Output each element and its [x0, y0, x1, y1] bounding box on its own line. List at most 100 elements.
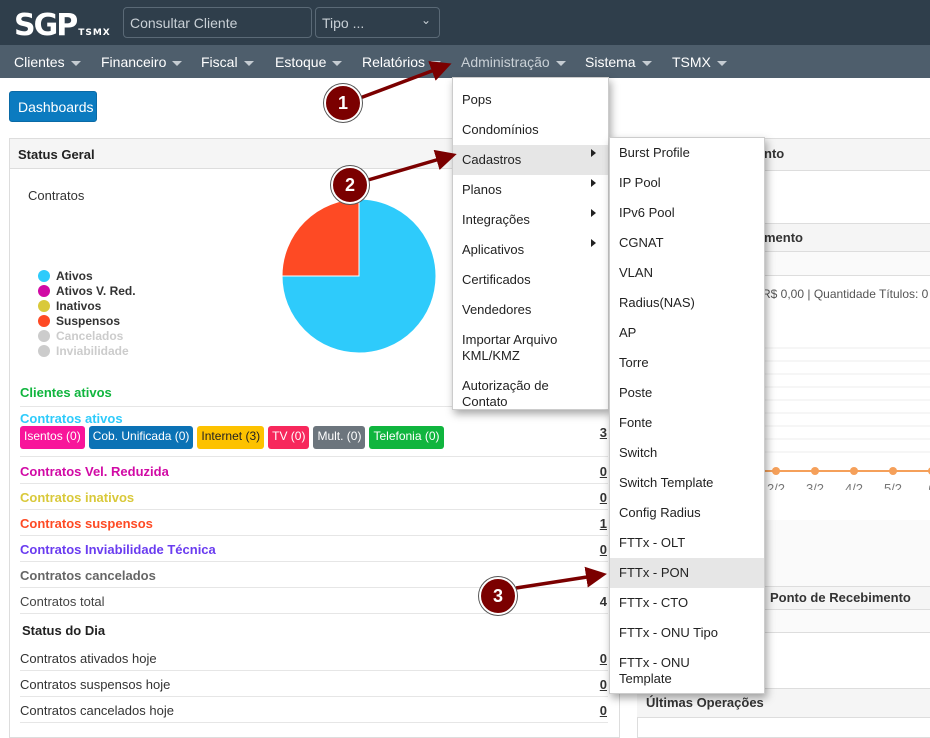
service-badge[interactable]: Isentos (0) — [20, 426, 85, 449]
service-badge[interactable]: Telefonia (0) — [369, 426, 444, 449]
nav-label: Clientes — [14, 54, 65, 70]
chevron-down-icon: ⌄ — [420, 13, 431, 27]
caret-down-icon — [172, 60, 183, 66]
submenu-item-vlan[interactable]: VLAN — [610, 258, 764, 288]
nav-administração[interactable]: Administração — [461, 54, 566, 70]
pie-slice-suspensos[interactable] — [281, 198, 360, 277]
submenu-item-config-radius[interactable]: Config Radius — [610, 498, 764, 528]
nav-sistema[interactable]: Sistema — [585, 54, 652, 70]
menu-item-importar-arquivo-kml-kmz[interactable]: Importar Arquivo KML/KMZ — [453, 325, 608, 371]
submenu-item-poste[interactable]: Poste — [610, 378, 764, 408]
legend-label: Ativos — [56, 269, 93, 283]
menu-item-certificados[interactable]: Certificados — [453, 265, 608, 295]
submenu-item-fttx-pon[interactable]: FTTx - PON — [610, 558, 764, 588]
menu-label: FTTx - OLT — [619, 535, 686, 550]
submenu-item-fttx-olt[interactable]: FTTx - OLT — [610, 528, 764, 558]
pie-slice-ativos[interactable] — [281, 198, 437, 354]
submenu-item-switch-template[interactable]: Switch Template — [610, 468, 764, 498]
row-label[interactable]: Contratos total — [20, 594, 105, 609]
legend-item: Ativos — [38, 269, 93, 283]
submenu-item-switch[interactable]: Switch — [610, 438, 764, 468]
menu-label: Integrações — [462, 212, 530, 227]
row-value[interactable]: 0 — [599, 703, 607, 718]
legend-label: Inviabilidade — [56, 344, 129, 358]
row-value[interactable]: 0 — [599, 677, 607, 692]
menu-label: Switch Template — [619, 475, 714, 490]
nav-estoque[interactable]: Estoque — [275, 54, 343, 70]
submenu-item-radius-nas-[interactable]: Radius(NAS) — [610, 288, 764, 318]
badge-group: Isentos (0) Cob. Unificada (0) Internet (3… — [20, 426, 448, 449]
row-value[interactable]: 4 — [599, 594, 607, 609]
menu-item-cadastros[interactable]: Cadastros — [453, 145, 608, 175]
menu-label: Config Radius — [619, 505, 701, 520]
menu-label: FTTx - CTO — [619, 595, 689, 610]
menu-item-vendedores[interactable]: Vendedores — [453, 295, 608, 325]
search-input[interactable]: Consultar Cliente — [123, 7, 312, 38]
submenu-item-fttx-onu-tipo[interactable]: FTTx - ONU Tipo — [610, 618, 764, 648]
dashboards-button[interactable]: Dashboards — [9, 91, 97, 122]
menu-label: Radius(NAS) — [619, 295, 695, 310]
submenu-item-burst-profile[interactable]: Burst Profile — [610, 138, 764, 168]
row-value[interactable]: 0 — [599, 464, 607, 479]
menu-item-condom-nios[interactable]: Condomínios — [453, 115, 608, 145]
nav-relatórios[interactable]: Relatórios — [362, 54, 442, 70]
legend-label: Ativos V. Red. — [56, 284, 136, 298]
x-tick-label: 5/2 — [884, 481, 902, 490]
callout-2: 2 — [331, 166, 369, 204]
nav-tsmx[interactable]: TSMX — [672, 54, 727, 70]
row-label[interactable]: Contratos cancelados — [20, 568, 156, 583]
data-point[interactable] — [850, 467, 858, 475]
nav-financeiro[interactable]: Financeiro — [101, 54, 183, 70]
submenu-item-torre[interactable]: Torre — [610, 348, 764, 378]
nav-label: TSMX — [672, 54, 711, 70]
row-label[interactable]: Contratos ativos — [20, 411, 123, 426]
menu-label: IPv6 Pool — [619, 205, 675, 220]
submenu-item-fonte[interactable]: Fonte — [610, 408, 764, 438]
submenu-item-fttx-onu-template[interactable]: FTTx - ONU Template — [610, 648, 764, 694]
row-value[interactable]: 0 — [599, 490, 607, 505]
menu-label: Switch — [619, 445, 658, 460]
submenu-item-ip-pool[interactable]: IP Pool — [610, 168, 764, 198]
menu-label: Importar Arquivo KML/KMZ — [462, 332, 558, 363]
submenu-item-ipv6-pool[interactable]: IPv6 Pool — [610, 198, 764, 228]
type-select[interactable]: Tipo ... ⌄ — [315, 7, 440, 38]
row-label[interactable]: Contratos suspensos — [20, 516, 153, 531]
data-point[interactable] — [889, 467, 897, 475]
menu-item-integra-es[interactable]: Integrações — [453, 205, 608, 235]
nav-label: Sistema — [585, 54, 636, 70]
row-label[interactable]: Clientes ativos — [20, 385, 112, 400]
menu-label: Planos — [462, 182, 502, 197]
row-value[interactable]: 1 — [599, 516, 607, 531]
row-label[interactable]: Contratos Inviabilidade Técnica — [20, 542, 216, 557]
nav-clientes[interactable]: Clientes — [14, 54, 81, 70]
menu-item-planos[interactable]: Planos — [453, 175, 608, 205]
x-tick-label: 3/2 — [806, 481, 824, 490]
data-point[interactable] — [811, 467, 819, 475]
day-row: Contratos suspensos hoje 0 — [20, 671, 608, 697]
menu-label: FTTx - PON — [619, 565, 690, 580]
cadastros-submenu: Burst Profile IP Pool IPv6 Pool CGNAT VLAN Ra… — [609, 137, 765, 694]
ops-header — [637, 688, 930, 718]
service-badge[interactable]: Internet (3) — [197, 426, 265, 449]
menu-item-autoriza-o-de-contato[interactable]: Autorização de Contato — [453, 371, 608, 417]
nav-fiscal[interactable]: Fiscal — [201, 54, 254, 70]
menu-label: CGNAT — [619, 235, 664, 250]
row-value[interactable]: 3 — [599, 425, 607, 440]
submenu-item-cgnat[interactable]: CGNAT — [610, 228, 764, 258]
row-value[interactable]: 0 — [599, 542, 607, 557]
submenu-item-fttx-cto[interactable]: FTTx - CTO — [610, 588, 764, 618]
service-badge[interactable]: TV (0) — [268, 426, 310, 449]
row-label[interactable]: Contratos Vel. Reduzida — [20, 464, 169, 479]
service-badge[interactable]: Mult. (0) — [313, 426, 366, 449]
legend-item: Inativos — [38, 299, 101, 313]
logo[interactable]: SGP TSMX — [14, 8, 111, 43]
main-nav: Clientes Financeiro Fiscal Estoque Relatório… — [0, 45, 930, 78]
submenu-item-ap[interactable]: AP — [610, 318, 764, 348]
row-label[interactable]: Contratos inativos — [20, 490, 135, 505]
panel-title: Ponto de Recebimento — [770, 590, 911, 605]
service-badge[interactable]: Cob. Unificada (0) — [88, 426, 194, 449]
menu-item-pops[interactable]: Pops — [453, 85, 608, 115]
menu-item-aplicativos[interactable]: Aplicativos — [453, 235, 608, 265]
data-point[interactable] — [772, 467, 780, 475]
row-value[interactable]: 0 — [599, 651, 607, 666]
